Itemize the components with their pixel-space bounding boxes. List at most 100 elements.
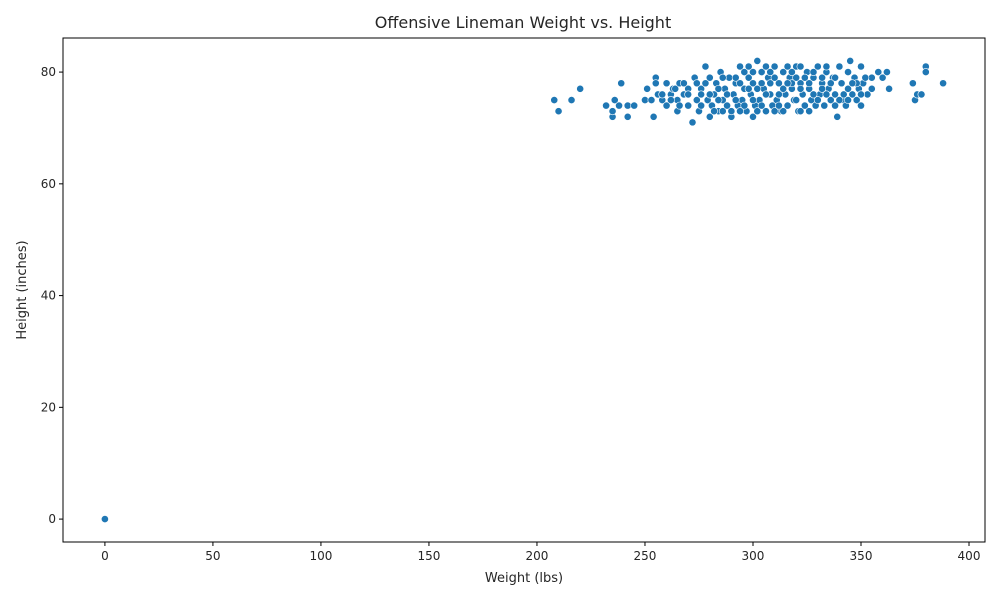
data-point — [770, 62, 779, 71]
data-point — [766, 79, 775, 88]
data-point — [736, 107, 744, 116]
y-tick-label: 60 — [41, 177, 56, 191]
data-point — [831, 73, 839, 82]
data-point — [753, 107, 762, 116]
data-point — [805, 79, 814, 88]
data-point — [835, 62, 844, 71]
data-point — [796, 107, 805, 116]
data-point — [848, 79, 857, 88]
data-point — [779, 107, 788, 116]
data-point — [796, 62, 805, 71]
data-point — [744, 84, 753, 93]
data-point — [848, 90, 857, 99]
data-point — [775, 90, 783, 99]
data-point — [731, 73, 740, 82]
data-point — [770, 73, 779, 82]
data-point — [857, 62, 865, 71]
data-point — [792, 73, 801, 82]
data-point — [740, 68, 749, 76]
data-point — [692, 79, 701, 88]
data-point — [684, 90, 693, 99]
data-point — [837, 79, 846, 88]
data-point — [792, 96, 801, 104]
x-tick-label: 0 — [101, 549, 109, 563]
data-point — [846, 57, 855, 65]
x-axis-ticks: 0 50 100 150 200 250 300 350 400 — [101, 542, 980, 563]
data-point — [874, 68, 883, 76]
data-point — [630, 101, 639, 110]
data-point — [826, 96, 835, 104]
data-point — [908, 79, 917, 88]
y-tick-label: 20 — [41, 400, 56, 414]
data-point — [662, 79, 671, 88]
data-point — [844, 68, 852, 76]
data-point — [651, 79, 660, 88]
data-point — [805, 107, 814, 116]
data-point — [818, 73, 827, 82]
x-tick-label: 400 — [958, 549, 981, 563]
data-point — [762, 62, 770, 71]
data-point — [641, 96, 649, 104]
data-point — [822, 90, 831, 99]
data-point — [762, 107, 770, 116]
data-point — [608, 107, 617, 116]
data-point — [813, 96, 822, 104]
x-tick-label: 200 — [526, 549, 549, 563]
data-point — [809, 68, 818, 76]
data-point — [770, 107, 779, 116]
data-point — [800, 73, 809, 82]
data-point — [576, 84, 585, 93]
data-point — [831, 101, 839, 110]
data-point — [647, 96, 656, 104]
data-point — [692, 96, 701, 104]
data-point — [921, 68, 930, 76]
x-tick-label: 50 — [205, 549, 220, 563]
data-point — [800, 101, 809, 110]
data-point — [878, 73, 887, 82]
data-point — [775, 79, 783, 88]
data-point — [852, 96, 861, 104]
data-point — [787, 68, 796, 76]
x-tick-label: 250 — [634, 549, 657, 563]
plot-frame — [62, 37, 986, 543]
data-point — [643, 84, 652, 93]
data-point — [723, 101, 731, 110]
data-point — [671, 84, 680, 93]
data-point — [718, 107, 727, 116]
data-point — [623, 112, 632, 121]
data-point — [714, 96, 723, 104]
y-tick-label: 80 — [41, 65, 56, 79]
data-point — [675, 101, 684, 110]
data-point — [705, 73, 714, 82]
data-point — [833, 112, 842, 121]
data-point — [939, 79, 947, 88]
data-point — [766, 68, 775, 76]
data-point — [688, 118, 697, 127]
y-axis-label: Height (inches) — [15, 240, 30, 339]
data-point — [723, 90, 731, 99]
data-point — [666, 96, 675, 104]
data-point — [835, 96, 844, 104]
data-point — [861, 73, 870, 82]
data-point — [885, 84, 893, 93]
data-point — [701, 79, 710, 88]
data-point — [753, 57, 762, 65]
data-point — [757, 68, 766, 76]
data-point — [783, 79, 792, 88]
data-point — [779, 68, 788, 76]
data-point — [809, 90, 818, 99]
data-point — [697, 101, 706, 110]
data-point — [844, 96, 852, 104]
data-point — [736, 79, 744, 88]
y-tick-label: 40 — [41, 289, 56, 303]
data-point — [753, 84, 762, 93]
data-point — [831, 90, 839, 99]
data-point — [567, 96, 576, 104]
data-point — [796, 84, 805, 93]
data-point — [839, 90, 848, 99]
data-point — [783, 62, 792, 71]
data-points — [101, 57, 947, 523]
data-point — [749, 68, 757, 76]
data-point — [867, 73, 876, 82]
